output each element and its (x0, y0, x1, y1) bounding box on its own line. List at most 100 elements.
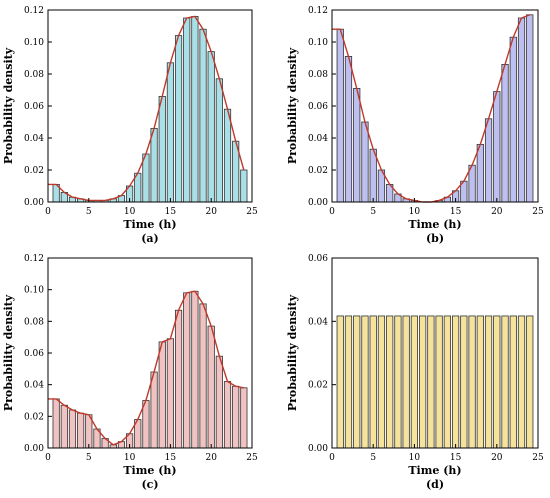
histogram-bar (484, 315, 493, 449)
panel-label: (d) (426, 478, 444, 491)
histogram-bar (232, 385, 240, 449)
y-tick-label: 0.02 (308, 166, 328, 176)
histogram-bar (526, 14, 534, 203)
y-tick-label: 0.00 (24, 444, 44, 454)
x-axis-title: Time (h) (123, 218, 176, 231)
y-tick-label: 0.06 (24, 349, 44, 359)
x-tick-label: 20 (491, 207, 503, 217)
histogram-bar (150, 371, 158, 449)
chart-panel: 0 5 10 15 20 25 0.00 0.02 0.04 0.06 0.08 0.10 0.12 Ti… (2, 6, 258, 245)
y-tick-label: 0.04 (24, 381, 44, 391)
y-tick-label: 0.04 (24, 134, 44, 144)
histogram-bar (517, 315, 526, 449)
x-tick-label: 0 (45, 453, 51, 463)
y-tick-label: 0.02 (24, 412, 44, 422)
histogram-bar (77, 412, 85, 449)
chart-panel: 0 5 10 15 20 25 0.00 0.02 0.04 0.06 0.08 0.10 0.12 Ti… (286, 6, 544, 245)
y-axis-title: Probability density (286, 294, 299, 411)
histogram-bar (199, 28, 207, 203)
x-axis-title: Time (h) (123, 464, 176, 477)
histogram-bar (501, 315, 509, 449)
y-tick-label: 0.10 (24, 38, 44, 48)
histogram-bar (215, 355, 223, 449)
histogram-bar (344, 56, 353, 203)
histogram-bar (240, 169, 248, 203)
histogram-bar (336, 315, 344, 449)
histogram-bar (517, 17, 526, 203)
histogram-bar (509, 315, 517, 449)
histogram-bar (191, 15, 199, 203)
histogram-bar (166, 62, 174, 203)
x-tick-label: 25 (532, 453, 544, 463)
x-tick-label: 0 (329, 453, 335, 463)
histogram-bar (336, 28, 344, 203)
chart-panel: 0 5 10 15 20 25 0.00 0.02 0.04 0.06 0.08 0.10 0.12 Ti… (2, 254, 258, 491)
x-tick-label: 20 (491, 453, 503, 463)
histogram-bar (60, 404, 68, 449)
histogram-bar (476, 143, 484, 203)
y-tick-label: 0.04 (308, 134, 328, 144)
panel-label: (a) (141, 232, 159, 245)
histogram-bar (158, 96, 166, 203)
histogram-bar (142, 153, 150, 203)
y-axis-title: Probability density (2, 47, 15, 164)
histogram-bar (484, 118, 493, 203)
y-tick-label: 0.06 (24, 102, 44, 112)
y-tick-label: 0.12 (24, 254, 44, 264)
histogram-bar (166, 338, 174, 449)
histogram-bar (509, 36, 517, 203)
histogram-bar (344, 315, 353, 449)
x-tick-label: 10 (124, 207, 136, 217)
x-tick-label: 25 (246, 453, 258, 463)
histogram-bar (215, 78, 223, 203)
y-tick-label: 0.00 (24, 198, 44, 208)
histogram-bar (353, 315, 361, 449)
y-tick-label: 0.10 (24, 286, 44, 296)
fit-curve (48, 290, 244, 446)
histogram-bar (402, 315, 410, 449)
histogram-bar (386, 315, 394, 449)
histogram-bar (377, 315, 386, 449)
histogram-bar (361, 121, 369, 203)
panel-label: (c) (141, 478, 158, 491)
y-tick-label: 0.04 (308, 317, 328, 327)
x-tick-label: 20 (205, 453, 217, 463)
y-axis-title: Probability density (286, 47, 299, 164)
x-tick-label: 15 (165, 207, 177, 217)
x-axis-title: Time (h) (408, 218, 461, 231)
histogram-bar (353, 88, 361, 203)
histogram-bar (68, 409, 77, 449)
x-tick-label: 15 (450, 453, 462, 463)
histogram-bar (150, 127, 158, 203)
x-tick-label: 5 (370, 453, 376, 463)
x-tick-label: 25 (246, 207, 258, 217)
x-axis-title: Time (h) (408, 464, 461, 477)
y-tick-label: 0.10 (308, 38, 328, 48)
y-tick-label: 0.06 (308, 254, 328, 264)
histogram-bar (476, 315, 484, 449)
histogram-bar (199, 303, 207, 449)
x-tick-label: 15 (450, 207, 462, 217)
histogram-bar (183, 292, 191, 449)
y-tick-label: 0.12 (24, 6, 44, 16)
x-tick-label: 20 (205, 207, 217, 217)
x-tick-label: 10 (409, 453, 421, 463)
histogram-bar (493, 91, 501, 203)
y-tick-label: 0.06 (308, 102, 328, 112)
y-tick-label: 0.02 (24, 166, 44, 176)
y-axis-title: Probability density (2, 294, 15, 411)
histogram-bar (191, 290, 199, 449)
y-tick-label: 0.00 (308, 198, 328, 208)
x-tick-label: 25 (532, 207, 544, 217)
x-tick-label: 0 (45, 207, 51, 217)
histogram-bar (419, 315, 427, 449)
histogram-bar (493, 315, 501, 449)
histogram-bar (394, 315, 402, 449)
histogram-bar (427, 315, 435, 449)
histogram-bar (369, 315, 377, 449)
histogram-bar (158, 341, 166, 449)
histogram-bar (207, 325, 215, 449)
histogram-bar (223, 108, 232, 203)
panel-label: (b) (426, 232, 444, 245)
